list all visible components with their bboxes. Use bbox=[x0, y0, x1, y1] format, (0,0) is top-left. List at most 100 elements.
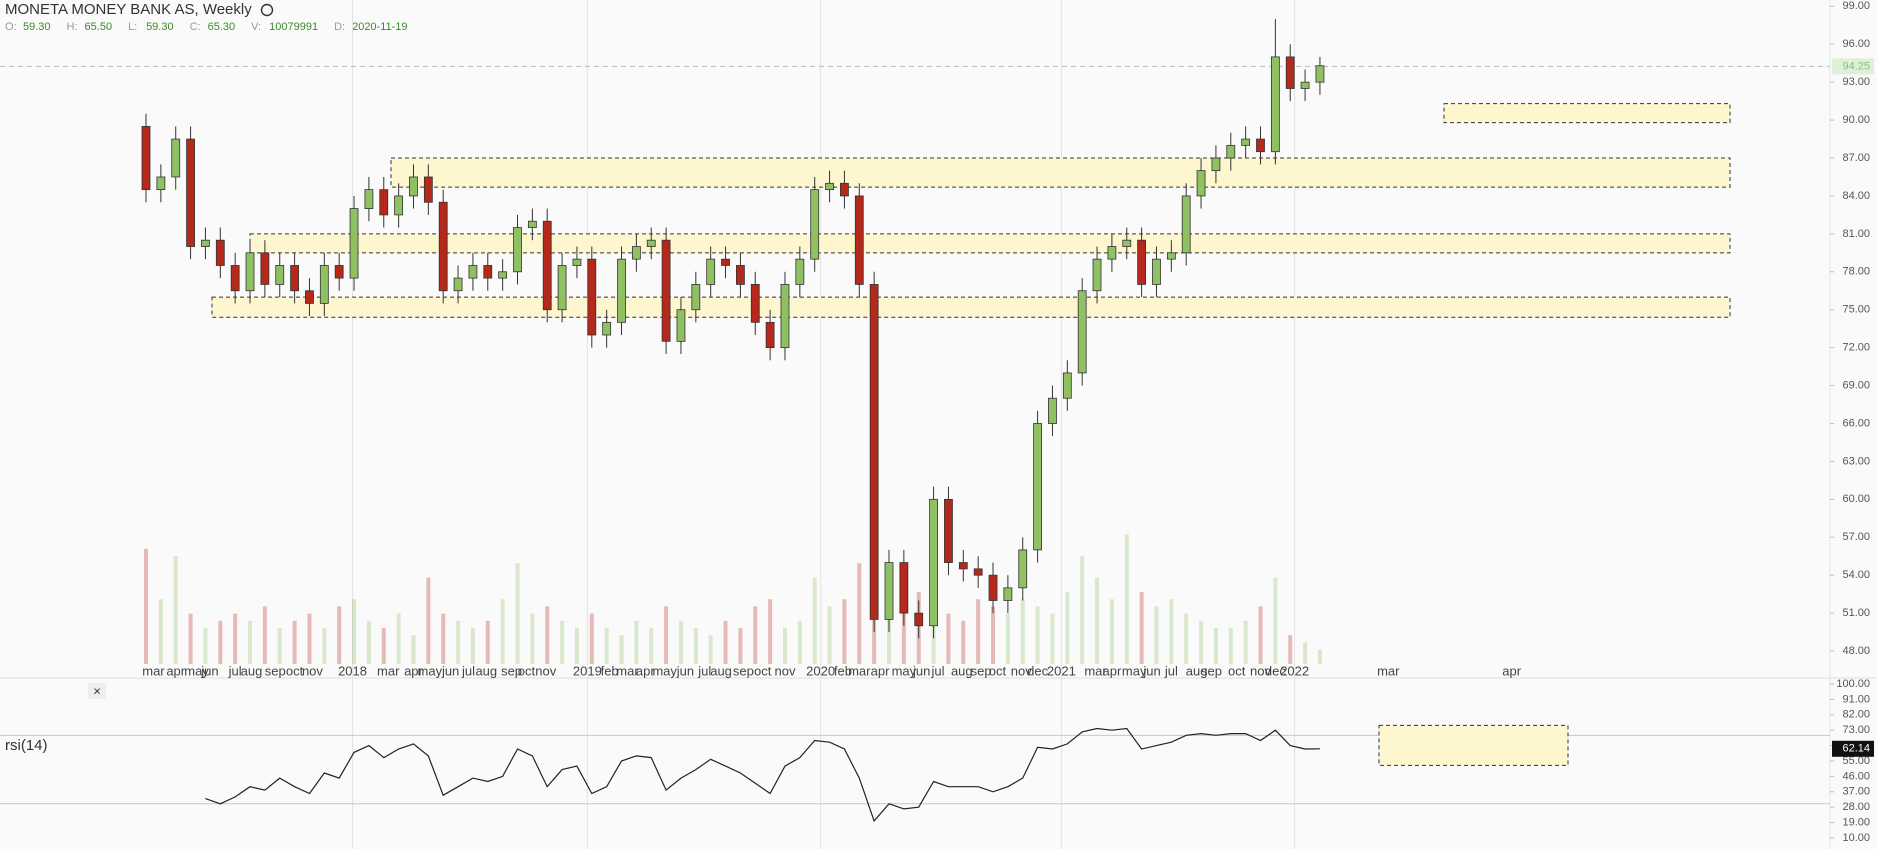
x-tick-label: may bbox=[652, 663, 677, 678]
ohlc-label: H: bbox=[67, 21, 78, 33]
y-tick-label: 54.00 bbox=[1842, 569, 1870, 581]
x-tick-label: may bbox=[184, 663, 209, 678]
x-tick-label: apr bbox=[871, 663, 890, 678]
volume-bar bbox=[961, 620, 966, 664]
candle-body bbox=[423, 176, 433, 203]
close-icon[interactable]: × bbox=[93, 683, 101, 698]
rsi-title: rsi(14) bbox=[5, 737, 48, 754]
x-tick-label: 2018 bbox=[338, 663, 367, 678]
x-tick-label: jun bbox=[441, 663, 459, 678]
candle-body bbox=[513, 227, 522, 273]
volume-bar bbox=[337, 606, 342, 664]
support-zone bbox=[390, 157, 1731, 188]
clock-icon bbox=[260, 3, 274, 17]
candle-body bbox=[914, 612, 924, 627]
rsi-tick-label: 100.00 bbox=[1836, 678, 1870, 690]
candle-body bbox=[899, 562, 909, 614]
candle-body bbox=[290, 265, 300, 292]
volume-bar bbox=[1035, 606, 1040, 664]
y-tick-label: 78.00 bbox=[1842, 266, 1870, 278]
volume-bar bbox=[441, 613, 446, 664]
candle-body bbox=[1018, 549, 1028, 589]
volume-bar bbox=[144, 548, 148, 664]
candle-body bbox=[1196, 170, 1206, 197]
candle-body bbox=[958, 562, 968, 570]
volume-bar bbox=[1213, 628, 1218, 664]
x-tick-label: apr bbox=[166, 663, 185, 678]
volume-bar bbox=[530, 613, 535, 664]
candle-body bbox=[721, 258, 730, 266]
volume-bar bbox=[218, 620, 223, 664]
volume-bar bbox=[768, 599, 773, 664]
candle-body bbox=[171, 138, 181, 178]
x-tick-label: jul bbox=[1164, 663, 1178, 678]
volume-bar bbox=[634, 620, 639, 664]
y-tick-label: 87.00 bbox=[1842, 152, 1870, 164]
candle-body bbox=[453, 277, 463, 292]
candle-body bbox=[1033, 423, 1042, 551]
y-tick-label: 75.00 bbox=[1842, 304, 1870, 316]
x-tick-label: jun bbox=[200, 663, 218, 678]
volume-bar bbox=[738, 628, 743, 664]
candle-body bbox=[542, 220, 552, 311]
volume-bar bbox=[1095, 577, 1100, 664]
candle-body bbox=[349, 208, 359, 279]
volume-bar bbox=[173, 556, 178, 664]
candle-body bbox=[617, 258, 626, 323]
close-button[interactable] bbox=[88, 683, 106, 699]
candle-body bbox=[1285, 56, 1295, 89]
volume-bar bbox=[857, 563, 862, 664]
volume-bar bbox=[352, 599, 357, 664]
volume-bar bbox=[574, 628, 579, 664]
x-tick-label: mar bbox=[1377, 663, 1400, 678]
x-tick-label: nov bbox=[535, 663, 556, 678]
candle-body bbox=[1092, 258, 1102, 292]
candle-body bbox=[929, 498, 938, 627]
volume-bar bbox=[1303, 642, 1308, 664]
x-tick-label: oct bbox=[754, 663, 772, 678]
x-tick-label: oct bbox=[989, 663, 1007, 678]
x-tick-label: aug bbox=[710, 663, 732, 678]
candle-body bbox=[1152, 258, 1161, 285]
rsi-value-tag bbox=[1832, 740, 1874, 757]
candle-body bbox=[988, 574, 998, 601]
y-tick-label: 69.00 bbox=[1842, 379, 1870, 391]
volume-bar bbox=[426, 577, 431, 664]
x-tick-label: mar bbox=[616, 663, 639, 678]
volume-bar bbox=[1050, 613, 1055, 664]
candle-body bbox=[869, 284, 879, 620]
candle-body bbox=[587, 258, 597, 336]
volume-bar bbox=[693, 628, 698, 664]
candle-body bbox=[736, 265, 745, 285]
volume-bar bbox=[1317, 649, 1322, 664]
support-zone bbox=[211, 296, 1731, 318]
x-tick-label: aug bbox=[241, 663, 263, 678]
candle-body bbox=[557, 265, 567, 311]
rsi-line bbox=[205, 727, 1320, 823]
x-tick-label: apr bbox=[1502, 663, 1521, 678]
rsi-tick-label: 55.00 bbox=[1842, 755, 1870, 767]
last-price-label: 94.25 bbox=[1842, 60, 1870, 72]
candle-body bbox=[334, 265, 344, 279]
volume-bar bbox=[991, 606, 996, 664]
candle-body bbox=[676, 309, 686, 342]
candle-body bbox=[780, 284, 790, 349]
x-tick-label: jul bbox=[461, 663, 475, 678]
ohlc-label: V: bbox=[251, 21, 261, 33]
candle-body bbox=[1226, 144, 1236, 159]
volume-bar bbox=[1243, 620, 1248, 664]
candle-body bbox=[691, 284, 701, 311]
ohlc-value: 65.30 bbox=[208, 21, 236, 33]
volume-bar bbox=[188, 613, 193, 664]
rsi-tick-label: 82.00 bbox=[1842, 709, 1870, 721]
rsi-tick-label: 73.00 bbox=[1842, 724, 1870, 736]
volume-bar bbox=[560, 620, 565, 664]
candle-body bbox=[260, 252, 270, 285]
x-tick-label: apr bbox=[1103, 663, 1122, 678]
candle-body bbox=[706, 258, 716, 285]
volume-bar bbox=[233, 613, 238, 664]
volume-bar bbox=[248, 620, 253, 664]
volume-bar bbox=[619, 635, 624, 664]
x-tick-label: nov bbox=[774, 663, 795, 678]
x-tick-label: mar bbox=[142, 663, 165, 678]
